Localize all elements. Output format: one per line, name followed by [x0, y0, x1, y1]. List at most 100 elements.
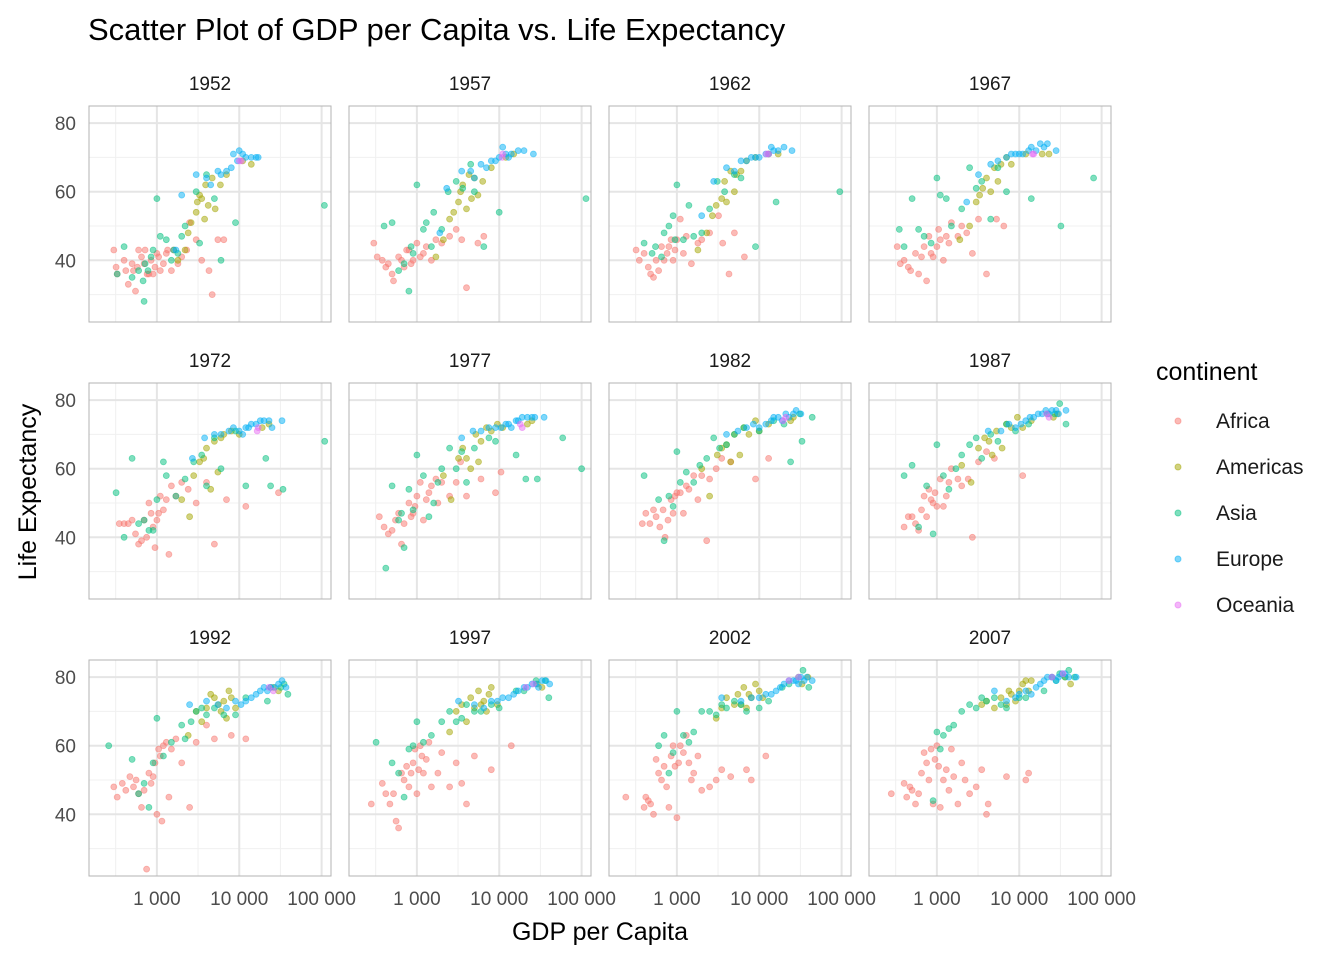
- data-point-europe: [470, 701, 478, 708]
- data-point-africa: [380, 523, 388, 531]
- data-point-africa: [929, 253, 937, 261]
- data-point-europe: [1030, 413, 1038, 421]
- data-point-asia: [172, 492, 180, 500]
- data-point-africa: [242, 735, 250, 743]
- data-point-africa: [147, 509, 155, 517]
- data-point-europe: [507, 424, 515, 432]
- data-point-asia: [470, 444, 478, 452]
- data-point-europe: [780, 680, 788, 688]
- data-point-africa: [384, 260, 392, 268]
- data-point-africa: [425, 489, 433, 497]
- data-point-europe: [229, 150, 237, 158]
- data-point-americas: [1014, 413, 1021, 421]
- facet-label: 1972: [189, 351, 231, 372]
- data-point-europe: [278, 677, 286, 684]
- data-point-africa: [153, 516, 161, 524]
- data-point-americas: [958, 461, 966, 469]
- data-point-europe: [755, 424, 763, 432]
- data-point-asia: [665, 769, 673, 777]
- data-point-africa: [942, 766, 950, 774]
- data-point-africa: [993, 215, 1000, 223]
- data-point-africa: [438, 749, 446, 756]
- data-point-americas: [978, 701, 986, 708]
- data-point-americas: [737, 167, 745, 175]
- data-point-asia: [144, 267, 152, 275]
- data-point-europe: [172, 246, 180, 254]
- y-axis-ticks: 40 60 80 40 60 80 40 60 80: [55, 114, 76, 826]
- data-point-africa: [918, 506, 925, 514]
- data-point-africa: [655, 267, 662, 275]
- data-point-africa: [958, 759, 966, 767]
- data-point-africa: [138, 253, 145, 261]
- data-point-africa: [923, 513, 930, 521]
- data-point-americas: [1027, 677, 1035, 684]
- data-point-africa: [673, 814, 681, 822]
- facet-label: 1957: [449, 74, 491, 95]
- data-point-africa: [650, 273, 657, 281]
- data-point-africa: [367, 800, 375, 808]
- data-point-africa: [407, 769, 415, 777]
- data-point-africa: [731, 229, 738, 237]
- data-point-americas: [467, 694, 475, 702]
- facet-label: 2007: [969, 628, 1011, 649]
- data-point-africa: [983, 810, 990, 818]
- data-point-africa: [685, 759, 693, 767]
- data-point-africa: [912, 249, 919, 257]
- data-point-asia: [706, 708, 713, 715]
- data-point-africa: [945, 786, 953, 794]
- data-point-americas: [192, 208, 200, 216]
- data-point-americas: [432, 253, 440, 261]
- data-point-asia: [446, 708, 454, 715]
- data-point-asia: [665, 492, 673, 500]
- data-point-asia: [1040, 687, 1048, 695]
- data-point-asia: [495, 208, 503, 216]
- data-point-europe: [734, 427, 742, 435]
- data-point-asia: [1090, 174, 1097, 182]
- legend-label: Asia: [1216, 502, 1257, 525]
- data-point-africa: [765, 454, 772, 462]
- data-point-africa: [652, 513, 660, 521]
- data-point-asia: [413, 451, 421, 459]
- data-point-americas: [184, 229, 192, 237]
- data-point-americas: [985, 437, 993, 445]
- data-point-asia: [991, 694, 998, 702]
- data-point-asia: [640, 239, 648, 247]
- data-point-europe: [1072, 673, 1080, 681]
- data-point-europe: [803, 673, 811, 681]
- data-point-africa: [422, 496, 430, 504]
- data-point-africa: [680, 749, 687, 756]
- data-point-asia: [685, 738, 693, 746]
- data-point-asia: [755, 704, 763, 712]
- data-point-africa: [635, 256, 643, 264]
- data-point-asia: [799, 666, 807, 674]
- data-point-asia: [192, 188, 200, 196]
- data-point-africa: [126, 773, 134, 780]
- data-point-asia: [242, 482, 250, 490]
- data-point-africa: [698, 472, 706, 480]
- legend-key: [1174, 601, 1182, 609]
- data-point-africa: [658, 776, 665, 784]
- data-point-asia: [559, 434, 567, 442]
- data-point-africa: [680, 249, 687, 257]
- data-point-europe: [507, 150, 515, 158]
- data-point-africa: [920, 243, 928, 251]
- data-point-asia: [743, 708, 750, 715]
- data-point-americas: [755, 687, 763, 695]
- data-point-americas: [745, 430, 753, 438]
- data-point-asia: [966, 164, 973, 172]
- data-point-asia: [716, 444, 723, 452]
- data-point-africa: [422, 756, 430, 763]
- data-point-asia: [718, 701, 726, 708]
- data-point-europe: [1022, 687, 1030, 695]
- data-point-africa: [1019, 472, 1027, 480]
- facet-panel-1982: 1982: [608, 351, 852, 600]
- legend-items: Africa Americas Asia Europe Oceania: [1174, 410, 1304, 617]
- data-point-africa: [167, 482, 175, 490]
- data-point-europe: [485, 424, 493, 432]
- facet-panel-2007: 2007: [868, 628, 1112, 877]
- data-point-americas: [475, 687, 482, 695]
- panel-border: [348, 105, 592, 323]
- data-point-asia: [933, 441, 941, 449]
- data-point-europe: [514, 687, 522, 695]
- data-point-europe: [467, 167, 475, 175]
